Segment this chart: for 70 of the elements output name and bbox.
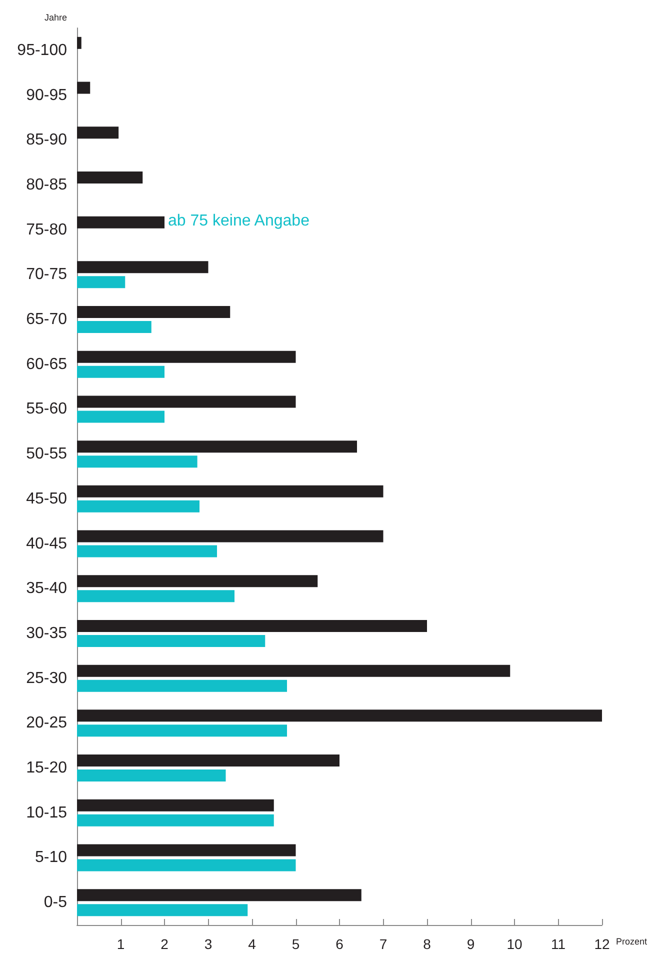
bar [77, 770, 226, 782]
y-tick-label: 0-5 [44, 894, 68, 912]
y-tick-label: 40-45 [26, 535, 68, 552]
x-tick-label: 10 [506, 936, 522, 952]
bar [77, 261, 208, 274]
y-tick-label: 35-40 [26, 580, 68, 598]
bar [77, 904, 248, 916]
y-tick-label: 15-20 [26, 760, 68, 777]
bar [77, 664, 510, 677]
bar [77, 754, 340, 767]
x-tick-label: 2 [160, 936, 169, 952]
x-axis-title: Prozent [616, 936, 648, 946]
y-tick-label: 50-55 [26, 446, 68, 463]
bar [77, 799, 274, 812]
bar [77, 814, 274, 826]
bar [77, 889, 362, 902]
bar [77, 456, 198, 468]
bar [77, 530, 384, 542]
y-tick-label: 30-35 [26, 624, 68, 642]
bar [77, 710, 602, 722]
bar [77, 500, 200, 512]
bar [77, 36, 82, 49]
bar [77, 350, 296, 363]
bar [77, 216, 164, 228]
bar [77, 620, 427, 632]
bar [77, 485, 384, 498]
y-tick-label: 70-75 [26, 266, 68, 284]
x-tick-label: 7 [379, 936, 388, 952]
bar [77, 545, 217, 558]
x-tick-label: 5 [292, 936, 300, 952]
bar [77, 276, 126, 288]
y-tick-label: 45-50 [26, 490, 68, 508]
y-tick-label: 5-10 [34, 849, 68, 866]
bar [77, 171, 143, 184]
x-tick-label: 8 [423, 936, 432, 952]
bar [77, 680, 287, 692]
bar [77, 82, 90, 94]
y-tick-label: 10-15 [26, 804, 68, 822]
bar [77, 396, 296, 408]
bar [77, 590, 234, 602]
bar [77, 126, 119, 139]
y-tick-label: 95-100 [17, 42, 68, 59]
bar [77, 575, 318, 588]
bar [77, 859, 296, 872]
bar [77, 724, 287, 737]
bar [77, 410, 164, 423]
bar [77, 634, 266, 647]
x-tick-label: 1 [116, 936, 125, 952]
bar [77, 306, 230, 318]
x-tick-label: 4 [248, 936, 256, 952]
y-tick-label: 25-30 [26, 670, 68, 687]
y-tick-label: 60-65 [26, 356, 68, 373]
x-tick-label: 6 [336, 936, 344, 952]
bar [77, 844, 296, 856]
x-tick-label: 11 [550, 936, 566, 952]
y-tick-label: 90-95 [26, 86, 68, 104]
bar [77, 366, 164, 378]
y-tick-label: 80-85 [26, 176, 68, 194]
y-tick-label: 20-25 [26, 714, 68, 732]
bar [77, 321, 152, 334]
annotation: ab 75 keine Angabe [168, 212, 310, 230]
bar [77, 440, 357, 453]
y-tick-label: 75-80 [26, 221, 68, 238]
y-tick-label: 55-60 [26, 400, 68, 418]
y-tick-label: 65-70 [26, 311, 68, 328]
x-tick-label: 3 [204, 936, 212, 952]
y-tick-label: 85-90 [26, 132, 68, 149]
x-tick-label: 9 [466, 936, 475, 952]
x-tick-label: 12 [594, 936, 610, 952]
y-axis-title: Jahre [44, 12, 67, 22]
